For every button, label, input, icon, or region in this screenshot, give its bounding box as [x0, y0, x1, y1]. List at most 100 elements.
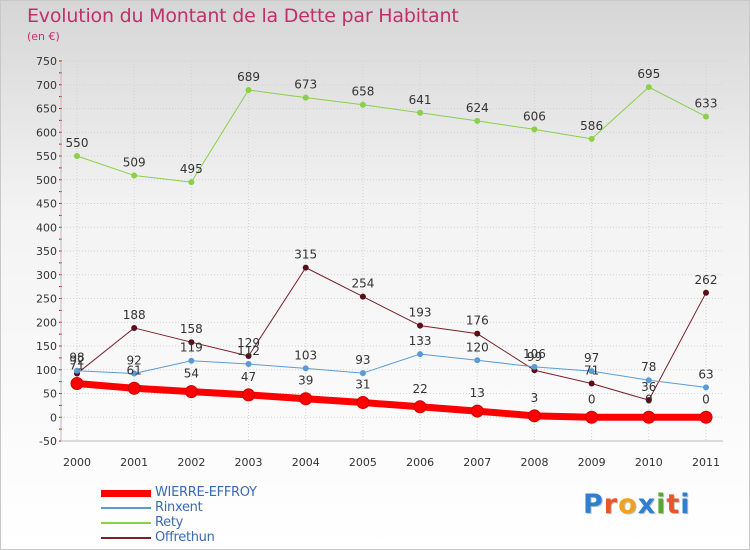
- data-point: [645, 84, 652, 91]
- data-point: [131, 324, 138, 331]
- data-point: [70, 377, 84, 391]
- data-label: 193: [409, 306, 432, 320]
- x-tick-label: 2000: [63, 456, 91, 469]
- data-label: 98: [69, 351, 84, 365]
- data-label: 63: [698, 367, 713, 381]
- grid: [61, 60, 723, 442]
- x-tick-label: 2009: [578, 456, 606, 469]
- data-label: 0: [645, 392, 653, 406]
- data-point: [127, 381, 141, 395]
- legend-label: Rety: [155, 515, 184, 530]
- y-tick-label: 450: [36, 198, 57, 211]
- data-point: [645, 397, 652, 404]
- data-label: 112: [237, 344, 260, 358]
- data-label: 0: [588, 392, 596, 406]
- data-label: 262: [695, 273, 718, 287]
- data-point: [74, 367, 80, 374]
- y-tick-label: 700: [36, 79, 57, 92]
- data-label: 13: [470, 386, 485, 400]
- data-point: [359, 370, 366, 377]
- legend-swatch: [101, 537, 151, 539]
- data-point: [527, 409, 541, 423]
- logo-letter: i: [680, 489, 691, 520]
- data-point: [413, 400, 427, 414]
- logo-letter: P: [583, 489, 604, 520]
- data-label: 188: [123, 308, 146, 322]
- data-label: 97: [584, 351, 599, 365]
- data-label: 120: [466, 340, 489, 354]
- logo-letter: t: [666, 489, 681, 520]
- data-point: [359, 101, 366, 108]
- data-label: 119: [180, 341, 203, 355]
- legend-swatch: [101, 507, 151, 509]
- x-tick-label: 2011: [692, 456, 720, 469]
- y-tick-label: 150: [36, 340, 57, 353]
- y-tick-label: 750: [36, 55, 57, 68]
- data-point: [588, 368, 595, 375]
- y-tick-label: 600: [36, 126, 57, 139]
- data-label: 99: [527, 350, 542, 364]
- data-point: [131, 172, 138, 179]
- data-point: [417, 351, 424, 358]
- data-label: 71: [584, 364, 599, 378]
- y-tick-label: 250: [36, 293, 57, 306]
- legend-label: Offrethun: [155, 530, 215, 545]
- x-tick-label: 2006: [406, 456, 434, 469]
- data-label: 92: [127, 354, 142, 368]
- line-chart: -500501001502002503003504004505005506006…: [36, 55, 723, 469]
- x-tick-label: 2001: [120, 456, 148, 469]
- legend-swatch: [101, 522, 151, 524]
- data-point: [588, 380, 595, 387]
- x-tick-label: 2005: [349, 456, 377, 469]
- data-point: [356, 396, 370, 410]
- data-label: 641: [409, 93, 432, 107]
- series-line-rinxent: [76, 353, 707, 388]
- series-line-wierre-effroy: [73, 380, 710, 421]
- data-label: 106: [523, 347, 546, 361]
- data-label: 71: [69, 359, 84, 373]
- data-label: 695: [637, 67, 660, 81]
- data-label: 61: [127, 363, 142, 377]
- data-point: [699, 410, 713, 424]
- data-point: [74, 153, 80, 159]
- series-line-offrethun: [76, 267, 707, 401]
- data-point: [188, 339, 195, 346]
- y-tick-label: 400: [36, 221, 57, 234]
- data-label: 315: [294, 248, 317, 262]
- data-point: [703, 384, 709, 391]
- data-point: [642, 410, 656, 424]
- data-point: [245, 86, 252, 93]
- y-tick-label: 200: [36, 316, 57, 329]
- logo-letter: o: [618, 489, 638, 520]
- data-point: [703, 113, 709, 120]
- legend-label: Rinxent: [155, 500, 203, 515]
- data-label: 92: [69, 354, 84, 368]
- data-label: 3: [531, 391, 539, 405]
- x-tick-label: 2003: [235, 456, 263, 469]
- data-point: [588, 135, 595, 142]
- x-tick-label: 2007: [463, 456, 491, 469]
- data-label: 93: [355, 353, 370, 367]
- data-point: [302, 94, 309, 101]
- chart-title: Evolution du Montant de la Dette par Hab…: [27, 5, 459, 27]
- data-label: 36: [641, 380, 656, 394]
- data-point: [474, 357, 481, 364]
- data-point: [245, 352, 252, 359]
- data-label: 689: [237, 70, 260, 84]
- data-point: [188, 357, 195, 364]
- data-label: 78: [641, 360, 656, 374]
- y-tick-label: 100: [36, 364, 57, 377]
- data-label: 509: [123, 155, 146, 169]
- data-point: [184, 385, 198, 399]
- data-point: [359, 293, 366, 300]
- x-tick-label: 2010: [635, 456, 663, 469]
- data-label: 658: [351, 85, 374, 99]
- data-label: 673: [294, 78, 317, 92]
- data-point: [242, 388, 256, 402]
- legend-swatch: [101, 490, 151, 497]
- data-point: [417, 109, 424, 116]
- logo-letter: x: [637, 489, 657, 520]
- data-point: [474, 330, 481, 337]
